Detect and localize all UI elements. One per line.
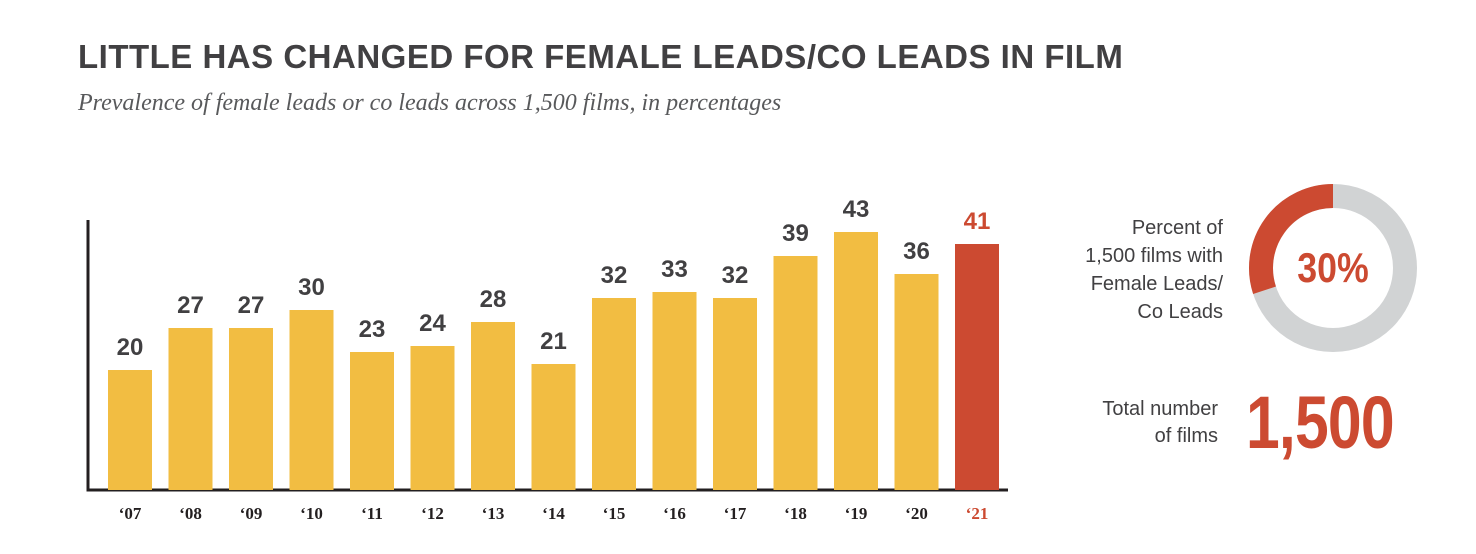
x-tick-label: ‘13 <box>482 504 505 523</box>
bar-7 <box>531 364 576 490</box>
bar-11 <box>773 256 818 490</box>
bar-6 <box>471 322 515 490</box>
total-films-value: 1,500 <box>1246 381 1395 464</box>
x-tick-label: ‘09 <box>240 504 263 523</box>
bar-chart: 20 27 27 30 23 24 28 21 32 33 32 39 43 36 41 ‘07 ‘08 ‘09… <box>86 196 1008 523</box>
donut-label-line: 1,500 films with <box>1085 245 1223 267</box>
bar-value-label: 39 <box>782 220 809 247</box>
donut-label-line: Female Leads/ <box>1090 273 1223 295</box>
x-tick-label: ‘11 <box>361 504 383 523</box>
bar-14 <box>955 244 999 490</box>
bar-2 <box>229 328 273 490</box>
bar-12 <box>834 232 878 490</box>
x-tick-label: ‘19 <box>845 504 868 523</box>
bar-value-label: 32 <box>722 262 749 289</box>
bar-8 <box>592 298 636 490</box>
x-tick-label: ‘21 <box>966 504 989 523</box>
bar-value-label: 20 <box>117 334 144 361</box>
bar-value-label: 30 <box>298 274 325 301</box>
x-tick-label: ‘15 <box>603 504 626 523</box>
bar-10 <box>713 298 757 490</box>
x-tick-label: ‘10 <box>300 504 323 523</box>
total-description: Total number of films <box>998 396 1218 450</box>
total-label-line: of films <box>1154 425 1218 447</box>
x-tick-label: ‘14 <box>542 504 565 523</box>
x-tick-label: ‘12 <box>421 504 444 523</box>
bar-value-label: 43 <box>843 196 870 223</box>
x-tick-label: ‘16 <box>663 504 686 523</box>
bar-value-label: 32 <box>601 262 628 289</box>
donut-percent-arc <box>1249 184 1334 294</box>
bar-value-label: 36 <box>903 238 930 265</box>
chart-subtitle: Prevalence of female leads or co leads a… <box>78 90 782 116</box>
bar-13 <box>894 274 939 490</box>
bar-value-label: 23 <box>359 316 386 343</box>
bar-1 <box>168 328 213 490</box>
bar-5 <box>410 346 455 490</box>
bar-value-label: 24 <box>419 310 446 337</box>
donut-label-line: Co Leads <box>1137 301 1223 323</box>
bar-value-label: 33 <box>661 256 688 283</box>
x-tick-label: ‘07 <box>119 504 142 523</box>
chart-title: LITTLE HAS CHANGED FOR FEMALE LEADS/CO L… <box>78 38 1124 75</box>
bar-9 <box>652 292 697 490</box>
donut-description: Percent of 1,500 films with Female Leads… <box>1003 214 1223 326</box>
bar-value-label: 27 <box>177 292 204 319</box>
x-tick-label: ‘17 <box>724 504 747 523</box>
bar-4 <box>350 352 394 490</box>
bar-3 <box>289 310 334 490</box>
x-tick-label: ‘18 <box>784 504 807 523</box>
bar-0 <box>108 370 152 490</box>
bar-value-label: 21 <box>540 328 567 355</box>
x-tick-label: ‘20 <box>905 504 928 523</box>
bar-value-label: 41 <box>964 208 991 235</box>
donut-label-line: Percent of <box>1131 217 1223 239</box>
donut-center-value: 30% <box>1297 244 1369 291</box>
donut-chart <box>1249 184 1417 352</box>
total-label-line: Total number <box>1102 398 1218 420</box>
bar-value-label: 28 <box>480 286 507 313</box>
x-tick-label: ‘08 <box>179 504 202 523</box>
bar-value-label: 27 <box>238 292 265 319</box>
